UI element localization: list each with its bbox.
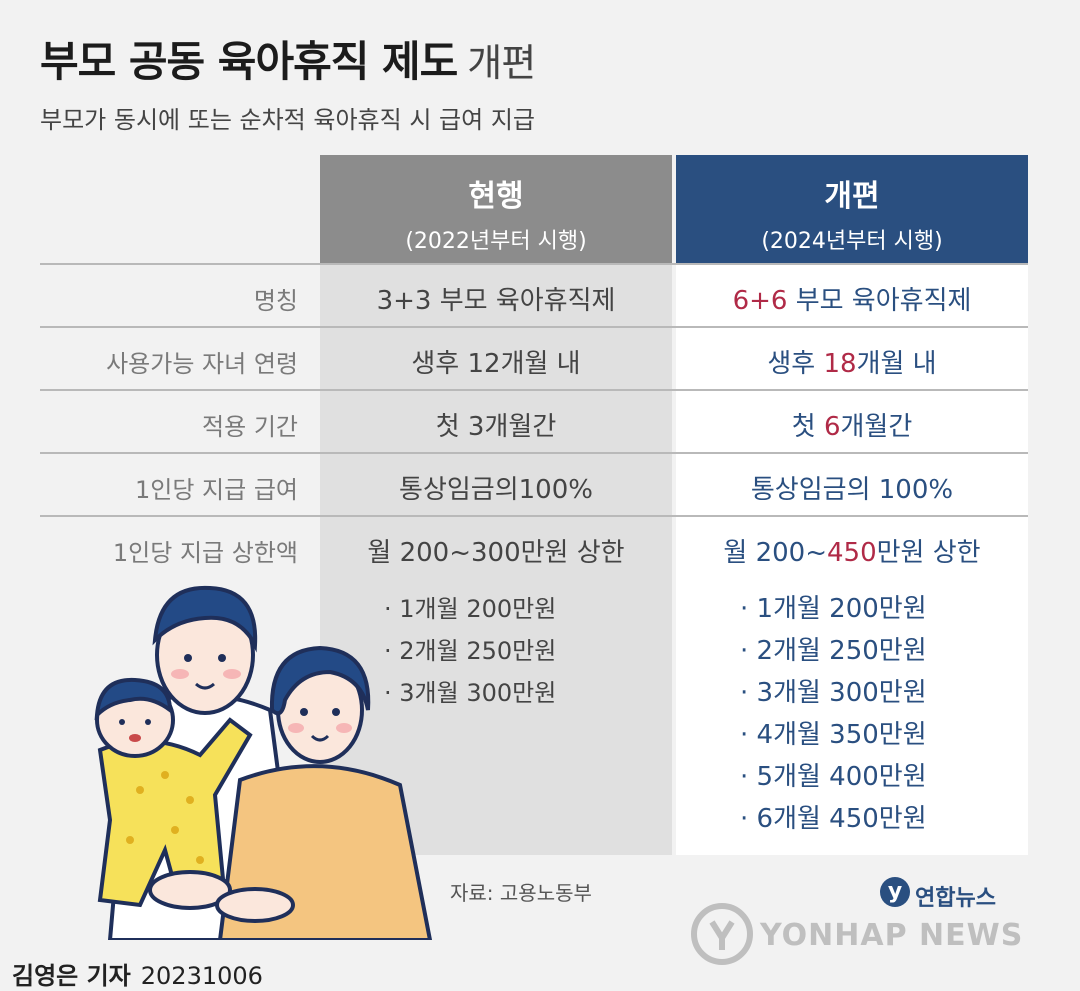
watermark-logo-icon [691, 903, 753, 965]
page-title: 부모 공동 육아휴직 제도 개편 [40, 37, 536, 86]
list-item: · 3개월 300만원 [740, 678, 927, 708]
current-benefit: 통상임금의100% [399, 475, 593, 505]
current-column-background [320, 155, 672, 855]
table-divider [40, 515, 1028, 517]
list-item: · 1개월 200만원 [384, 595, 557, 623]
yonhap-logo-icon: y [880, 877, 910, 907]
current-column-note: (2022년부터 시행) [405, 229, 587, 254]
table-divider [40, 326, 1028, 328]
author-credit: 김영은 기자 20231006 [12, 962, 263, 990]
list-item: · 3개월 300만원 [384, 679, 557, 707]
table-divider [40, 452, 1028, 454]
page-subtitle: 부모가 동시에 또는 순차적 육아휴직 시 급여 지급 [40, 106, 536, 134]
row-label-period: 적용 기간 [202, 413, 298, 441]
list-item: · 5개월 400만원 [740, 762, 927, 792]
brand-korean: 연합뉴스 [915, 886, 996, 911]
current-child-age: 생후 12개월 내 [411, 349, 581, 379]
new-column-title: 개편 [824, 179, 880, 214]
table-divider [40, 389, 1028, 391]
list-item: · 4개월 350만원 [740, 720, 927, 750]
family-illustration [94, 585, 433, 940]
table-divider [40, 263, 1028, 265]
list-item: · 2개월 250만원 [384, 637, 557, 665]
current-name: 3+3 부모 육아휴직제 [376, 286, 616, 316]
new-column-header: 개편 (2024년부터 시행) [676, 155, 1028, 263]
new-name: 6+6 부모 육아휴직제 [732, 286, 972, 316]
credit-date: 20231006 [140, 962, 263, 990]
new-cap-list: · 1개월 200만원 · 2개월 250만원 · 3개월 300만원 · 4개… [740, 588, 927, 840]
list-item: · 6개월 450만원 [740, 804, 927, 834]
source-credit: 자료: 고용노동부 [450, 881, 592, 905]
row-label-cap: 1인당 지급 상한액 [112, 539, 298, 567]
new-column-note: (2024년부터 시행) [761, 229, 943, 254]
row-label-benefit: 1인당 지급 급여 [134, 476, 298, 504]
new-child-age: 생후 18개월 내 [767, 349, 937, 379]
page-title-suffix: 개편 [467, 41, 536, 85]
new-cap: 월 200~450만원 상한 [723, 538, 981, 568]
current-cap: 월 200~300만원 상한 [367, 538, 625, 568]
list-item: · 1개월 200만원 [740, 594, 927, 624]
current-cap-list: · 1개월 200만원 · 2개월 250만원 · 3개월 300만원 [384, 588, 556, 714]
row-label-child-age: 사용가능 자녀 연령 [106, 350, 298, 378]
watermark-text: YONHAP NEWS [760, 918, 1024, 953]
new-column-background [676, 155, 1028, 855]
new-period: 첫 6개월간 [791, 412, 913, 442]
row-label-name: 명칭 [253, 287, 298, 315]
current-column-header: 현행 (2022년부터 시행) [320, 155, 672, 263]
new-benefit: 통상임금의 100% [750, 475, 954, 505]
list-item: · 2개월 250만원 [740, 636, 927, 666]
current-column-title: 현행 [468, 179, 524, 214]
current-period: 첫 3개월간 [435, 412, 557, 442]
